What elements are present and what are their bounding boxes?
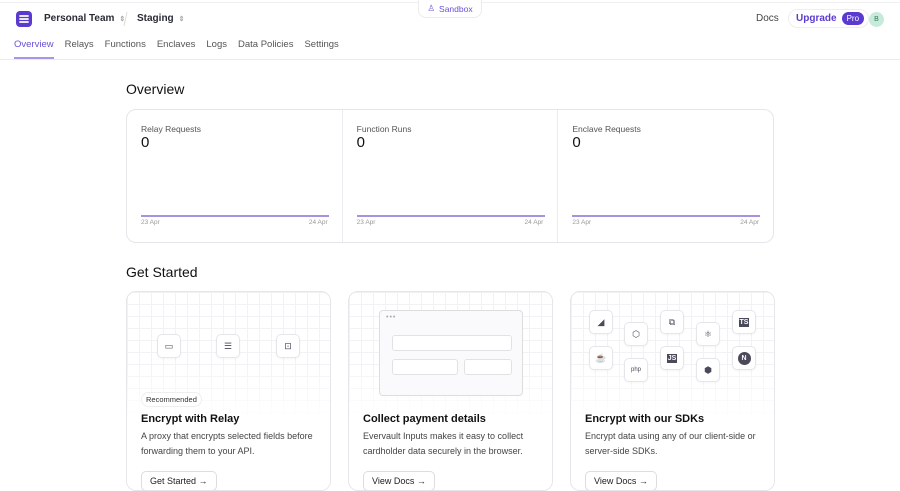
sandbox-indicator: ♙ Sandbox xyxy=(418,0,482,18)
tab-functions[interactable]: Functions xyxy=(104,39,146,50)
layers-icon: ☰ xyxy=(216,334,240,358)
section-title: Get Started xyxy=(126,264,198,280)
stat-enclave-requests: Enclave Requests 0 23 Apr 24 Apr xyxy=(572,124,761,226)
sparkline xyxy=(572,215,761,217)
docs-link[interactable]: Docs xyxy=(756,13,779,24)
tab-relays[interactable]: Relays xyxy=(64,39,94,50)
sparkline xyxy=(141,215,329,217)
team-switcher[interactable]: Personal Team ⇕ xyxy=(44,13,126,24)
ruby-icon: ⬢ xyxy=(696,358,720,382)
stats-panel: Relay Requests 0 23 Apr 24 Apr Function Run… xyxy=(126,109,774,243)
javascript-icon: JS xyxy=(660,346,684,370)
typescript-icon: TS xyxy=(732,310,756,334)
get-started-button[interactable]: Get Started → xyxy=(141,471,217,490)
main-nav: Overview Relays Functions Enclaves Logs … xyxy=(14,39,339,59)
recommended-badge: Recommended xyxy=(141,392,202,407)
card-encrypt-sdks[interactable]: ◢ ⬡ ⧉ ⚛ TS ☕ php JS ⬢ N Encrypt with our… xyxy=(570,291,775,491)
stat-function-runs: Function Runs 0 23 Apr 24 Apr xyxy=(343,110,559,242)
nextjs-icon: N xyxy=(732,346,756,370)
tab-logs[interactable]: Logs xyxy=(206,39,227,50)
form-illustration: ••• xyxy=(379,310,523,396)
browser-icon: ▭ xyxy=(157,334,181,358)
view-docs-button[interactable]: View Docs → xyxy=(585,471,657,490)
php-icon: php xyxy=(624,358,648,382)
card-collect-payment[interactable]: ••• Collect payment details Evervault In… xyxy=(348,291,553,491)
user-icon: ♙ xyxy=(427,3,436,13)
chevron-updown-icon: ⇕ xyxy=(119,15,126,23)
view-docs-button[interactable]: View Docs → xyxy=(363,471,435,490)
java-icon: ☕ xyxy=(589,346,613,370)
environment-switcher[interactable]: Staging ⇕ xyxy=(137,13,185,24)
python-icon: ⧉ xyxy=(660,310,684,334)
terminal-icon: ⊡ xyxy=(276,334,300,358)
card-encrypt-relay[interactable]: ▭ ☰ ⊡ Recommended Encrypt with Relay A p… xyxy=(126,291,331,491)
tab-enclaves[interactable]: Enclaves xyxy=(156,39,196,50)
page-title: Overview xyxy=(126,81,185,97)
avatar[interactable]: B xyxy=(869,12,884,27)
swift-icon: ◢ xyxy=(589,310,613,334)
tab-settings[interactable]: Settings xyxy=(304,39,339,50)
evervault-logo[interactable] xyxy=(15,10,33,28)
sparkline xyxy=(356,215,545,217)
top-bar: Personal Team ⇕ Staging ⇕ ♙ Sandbox Docs Up… xyxy=(0,0,900,60)
tab-data-policies[interactable]: Data Policies xyxy=(238,39,294,50)
tab-overview[interactable]: Overview xyxy=(14,39,54,59)
chevron-updown-icon: ⇕ xyxy=(178,15,185,23)
upgrade-button[interactable]: Upgrade Pro xyxy=(788,9,870,28)
nodejs-icon: ⬡ xyxy=(624,322,648,346)
pro-badge: Pro xyxy=(841,12,865,25)
stat-relay-requests: Relay Requests 0 23 Apr 24 Apr xyxy=(127,110,343,242)
react-icon: ⚛ xyxy=(696,322,720,346)
